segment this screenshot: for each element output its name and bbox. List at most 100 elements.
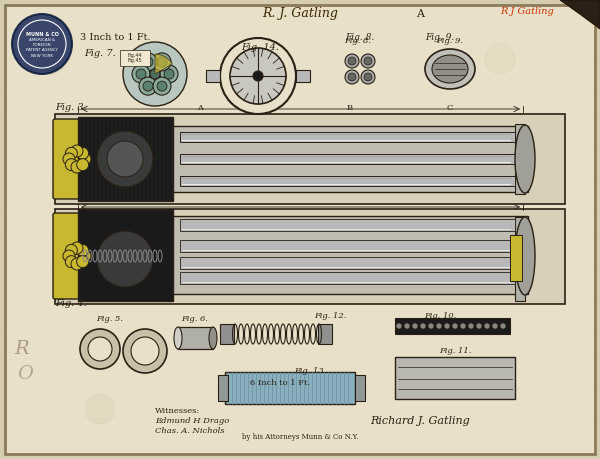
- Bar: [220, 324, 234, 344]
- Bar: [218, 375, 228, 401]
- Bar: [180, 257, 515, 269]
- FancyBboxPatch shape: [53, 119, 79, 199]
- Circle shape: [77, 159, 89, 171]
- Circle shape: [153, 77, 171, 95]
- Bar: [180, 240, 515, 252]
- Circle shape: [345, 54, 359, 68]
- Circle shape: [364, 73, 372, 81]
- Circle shape: [85, 394, 115, 424]
- Circle shape: [123, 329, 167, 373]
- Bar: [395, 318, 510, 334]
- Circle shape: [348, 57, 356, 65]
- Text: Fig. 9.: Fig. 9.: [425, 33, 455, 41]
- Circle shape: [396, 323, 402, 329]
- Bar: [180, 272, 515, 284]
- Circle shape: [63, 153, 75, 165]
- Text: Fig. 8.: Fig. 8.: [344, 37, 371, 45]
- Bar: [355, 375, 365, 401]
- Wedge shape: [155, 54, 172, 74]
- Text: Fig. 9.: Fig. 9.: [437, 37, 464, 45]
- Text: R: R: [14, 340, 29, 358]
- Ellipse shape: [515, 125, 535, 193]
- Text: Chas. A. Nichols: Chas. A. Nichols: [155, 427, 224, 435]
- Circle shape: [77, 244, 89, 256]
- Circle shape: [65, 256, 77, 268]
- Circle shape: [500, 323, 506, 329]
- Ellipse shape: [432, 55, 468, 83]
- Text: Fig. 4.: Fig. 4.: [55, 298, 87, 308]
- Circle shape: [253, 71, 263, 81]
- Bar: [78, 209, 173, 301]
- Text: Richard J. Gatling: Richard J. Gatling: [370, 416, 470, 426]
- Text: A: A: [197, 104, 203, 112]
- Circle shape: [65, 159, 77, 171]
- Circle shape: [476, 323, 482, 329]
- Ellipse shape: [174, 327, 182, 349]
- Bar: [173, 216, 528, 294]
- Circle shape: [420, 323, 426, 329]
- Circle shape: [71, 161, 83, 173]
- Circle shape: [164, 69, 174, 79]
- Text: Fig. 14.: Fig. 14.: [241, 43, 279, 51]
- Circle shape: [345, 70, 359, 84]
- Text: R J Gatling: R J Gatling: [500, 7, 554, 17]
- Circle shape: [143, 81, 153, 91]
- Bar: [180, 176, 515, 186]
- Circle shape: [444, 323, 450, 329]
- Circle shape: [139, 53, 157, 71]
- Polygon shape: [560, 0, 600, 29]
- Circle shape: [65, 147, 77, 159]
- Text: Fig. 7.: Fig. 7.: [84, 50, 116, 58]
- Circle shape: [71, 145, 83, 157]
- Text: Fig. 6.: Fig. 6.: [182, 315, 209, 323]
- Bar: [515, 124, 525, 194]
- Text: B: B: [347, 104, 353, 112]
- Circle shape: [160, 65, 178, 83]
- Text: R. J. Gatling: R. J. Gatling: [262, 7, 338, 21]
- FancyBboxPatch shape: [53, 213, 79, 299]
- Bar: [180, 132, 515, 142]
- Bar: [180, 219, 515, 231]
- Circle shape: [404, 323, 410, 329]
- Circle shape: [460, 323, 466, 329]
- Circle shape: [157, 57, 167, 67]
- Text: 3 Inch to 1 Ft.: 3 Inch to 1 Ft.: [80, 33, 151, 41]
- Bar: [318, 324, 332, 344]
- Circle shape: [157, 81, 167, 91]
- Circle shape: [468, 323, 474, 329]
- Bar: [180, 154, 515, 164]
- Circle shape: [132, 65, 150, 83]
- Text: Fig. 11.: Fig. 11.: [439, 347, 471, 355]
- Text: Fig.44
Fig.45: Fig.44 Fig.45: [128, 53, 142, 63]
- Circle shape: [12, 14, 72, 74]
- Circle shape: [123, 42, 187, 106]
- Bar: [55, 114, 565, 204]
- Text: 6 Inch to 1 Ft.: 6 Inch to 1 Ft.: [250, 379, 310, 387]
- Circle shape: [361, 54, 375, 68]
- Text: Fig. 5.: Fig. 5.: [97, 315, 124, 323]
- Bar: [395, 357, 515, 399]
- Text: by his Attorneys Munn & Co N.Y.: by his Attorneys Munn & Co N.Y.: [242, 433, 358, 441]
- Circle shape: [65, 244, 77, 256]
- Circle shape: [139, 77, 157, 95]
- Bar: [510, 235, 522, 281]
- Circle shape: [79, 250, 91, 262]
- Circle shape: [361, 70, 375, 84]
- Circle shape: [412, 323, 418, 329]
- Bar: [78, 117, 173, 201]
- Circle shape: [88, 337, 112, 361]
- Circle shape: [35, 44, 65, 74]
- Text: PATENT AGENCY: PATENT AGENCY: [26, 48, 58, 52]
- Circle shape: [428, 323, 434, 329]
- Circle shape: [230, 48, 286, 104]
- Circle shape: [71, 258, 83, 270]
- Bar: [515, 217, 525, 301]
- Circle shape: [492, 323, 498, 329]
- Circle shape: [80, 329, 120, 369]
- Text: Fig. 12.: Fig. 12.: [314, 312, 346, 320]
- Bar: [296, 70, 310, 82]
- Text: Fig. 8.: Fig. 8.: [346, 33, 374, 41]
- Circle shape: [348, 73, 356, 81]
- Bar: [225, 372, 355, 404]
- Bar: [173, 126, 528, 192]
